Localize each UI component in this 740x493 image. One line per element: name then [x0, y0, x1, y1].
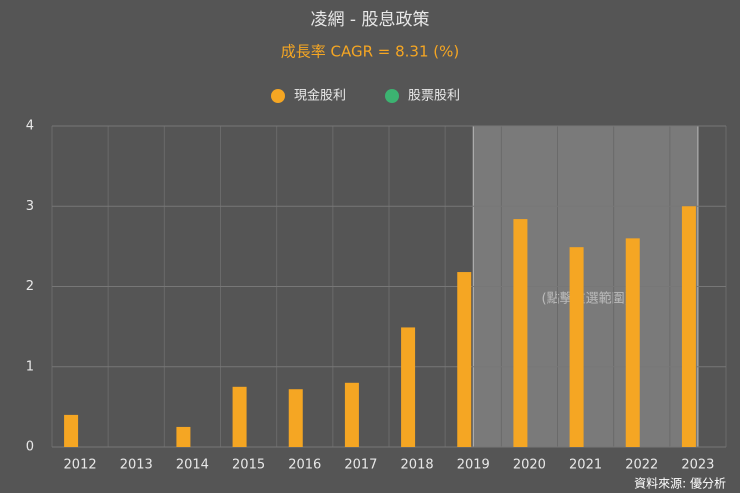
x-tick-label: 2016: [288, 458, 321, 473]
x-tick-label: 2018: [401, 458, 434, 473]
y-tick-label: 1: [26, 359, 34, 374]
bar: [513, 219, 528, 447]
x-tick-label: 2012: [64, 458, 97, 473]
bar: [176, 426, 191, 447]
legend-label[interactable]: 股票股利: [408, 89, 460, 104]
bar: [64, 414, 79, 447]
legend-label[interactable]: 現金股利: [294, 88, 346, 104]
x-tick-label: 2017: [344, 458, 377, 473]
bar: [681, 206, 696, 447]
legend-marker[interactable]: [271, 89, 285, 103]
bar: [569, 247, 584, 447]
x-tick-label: 2021: [569, 458, 602, 473]
x-tick-label: 2022: [625, 458, 658, 473]
selection-label: (點擊重選範圍): [542, 291, 630, 307]
chart-title: 凌網 - 股息政策: [311, 10, 430, 30]
chart-subtitle: 成長率 CAGR = 8.31 (%): [281, 43, 460, 61]
legend-marker[interactable]: [385, 89, 399, 103]
x-tick-label: 2015: [232, 458, 265, 473]
y-tick-label: 2: [26, 279, 34, 294]
bar: [232, 386, 247, 447]
source: 資料來源: 優分析: [634, 477, 726, 491]
bar: [457, 272, 472, 447]
x-tick-label: 2014: [176, 458, 209, 473]
bar: [625, 238, 640, 447]
x-tick-label: 2023: [681, 458, 714, 473]
x-tick-label: 2020: [513, 458, 546, 473]
bar: [344, 382, 359, 447]
y-tick-label: 0: [26, 440, 34, 455]
bar: [401, 327, 416, 447]
y-tick-label: 4: [26, 119, 34, 134]
bar: [288, 389, 303, 447]
x-tick-label: 2013: [120, 458, 153, 473]
x-tick-label: 2019: [457, 458, 490, 473]
y-tick-label: 3: [26, 199, 34, 214]
